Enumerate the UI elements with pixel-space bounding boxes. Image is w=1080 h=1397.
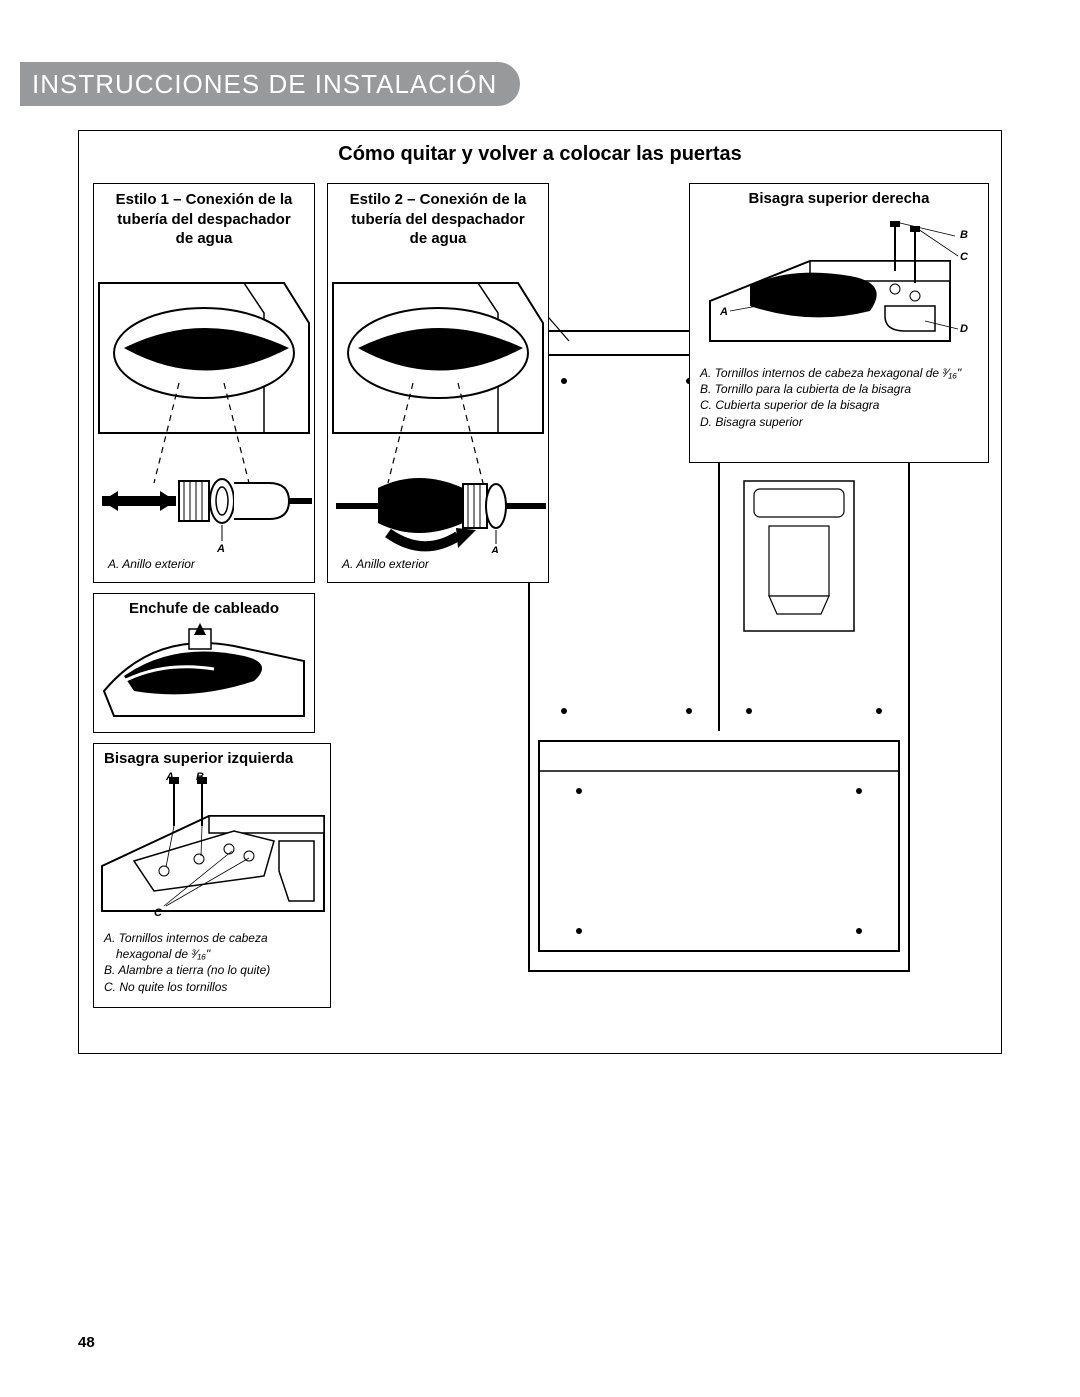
enchufe-title: Enchufe de cableado [94, 594, 314, 621]
estilo2-caption: A. Anillo exterior [328, 553, 548, 579]
bi-label-a: A [166, 771, 174, 783]
bd-cap-c: C. Cubierta superior de la bisagra [700, 397, 978, 413]
section-title: Cómo quitar y volver a colocar las puert… [79, 131, 1001, 176]
bisagra-izq-captions: A. Tornillos internos de cabeza hexagona… [94, 926, 330, 1003]
bd-cap-d: D. Bisagra superior [700, 414, 978, 430]
estilo2-label-a: A [491, 545, 499, 553]
main-frame: Cómo quitar y volver a colocar las puert… [78, 130, 1002, 1054]
bd-cap-a: A. Tornillos internos de cabeza hexagona… [700, 365, 978, 381]
panel-estilo-1-title: Estilo 1 – Conexión de la tubería del de… [94, 184, 314, 253]
estilo1-title-line3: de agua [176, 230, 233, 247]
bisagra-derecha-diagram: A B C D [690, 211, 988, 361]
estilo1-label-a: A [217, 543, 225, 553]
bd-label-b: B [960, 229, 968, 241]
estilo1-title-line2: tubería del despachador [117, 211, 290, 228]
panel-estilo-1: Estilo 1 – Conexión de la tubería del de… [93, 183, 315, 583]
panel-estilo-2: Estilo 2 – Conexión de la tubería del de… [327, 183, 549, 583]
enchufe-diagram [94, 621, 314, 729]
estilo1-diagram: A [94, 253, 314, 553]
bi-label-b: B [196, 771, 204, 783]
bisagra-izq-title: Bisagra superior izquierda [94, 744, 330, 771]
panel-estilo-2-title: Estilo 2 – Conexión de la tubería del de… [328, 184, 548, 253]
panel-bisagra-derecha: Bisagra superior derecha A B C [689, 183, 989, 463]
estilo1-title-line1: Estilo 1 – Conexión de la [116, 191, 293, 208]
bi-cap-b: B. Alambre a tierra (no lo quite) [104, 962, 320, 978]
estilo2-title-line1: Estilo 2 – Conexión de la [350, 191, 527, 208]
bisagra-izq-diagram: A B C [94, 771, 330, 926]
header-tab: INSTRUCCIONES DE INSTALACIÓN [20, 62, 520, 106]
page-number: 48 [78, 1334, 95, 1351]
estilo2-title-line2: tubería del despachador [351, 211, 524, 228]
panel-bisagra-izquierda: Bisagra superior izquierda A [93, 743, 331, 1008]
estilo2-diagram: A [328, 253, 548, 553]
bisagra-derecha-title: Bisagra superior derecha [690, 184, 988, 211]
bd-label-a: A [720, 306, 728, 318]
header-title: INSTRUCCIONES DE INSTALACIÓN [32, 69, 497, 100]
bisagra-derecha-captions: A. Tornillos internos de cabeza hexagona… [690, 361, 988, 438]
bd-label-c: C [960, 251, 968, 263]
bd-cap-b: B. Tornillo para la cubierta de la bisag… [700, 381, 978, 397]
bi-label-c: C [154, 907, 162, 919]
bd-label-d: D [960, 323, 968, 335]
estilo2-title-line3: de agua [410, 230, 467, 247]
bi-cap-a: A. Tornillos internos de cabeza hexagona… [104, 930, 320, 962]
estilo1-caption: A. Anillo exterior [94, 553, 314, 579]
panel-enchufe: Enchufe de cableado [93, 593, 315, 733]
bi-cap-c: C. No quite los tornillos [104, 979, 320, 995]
